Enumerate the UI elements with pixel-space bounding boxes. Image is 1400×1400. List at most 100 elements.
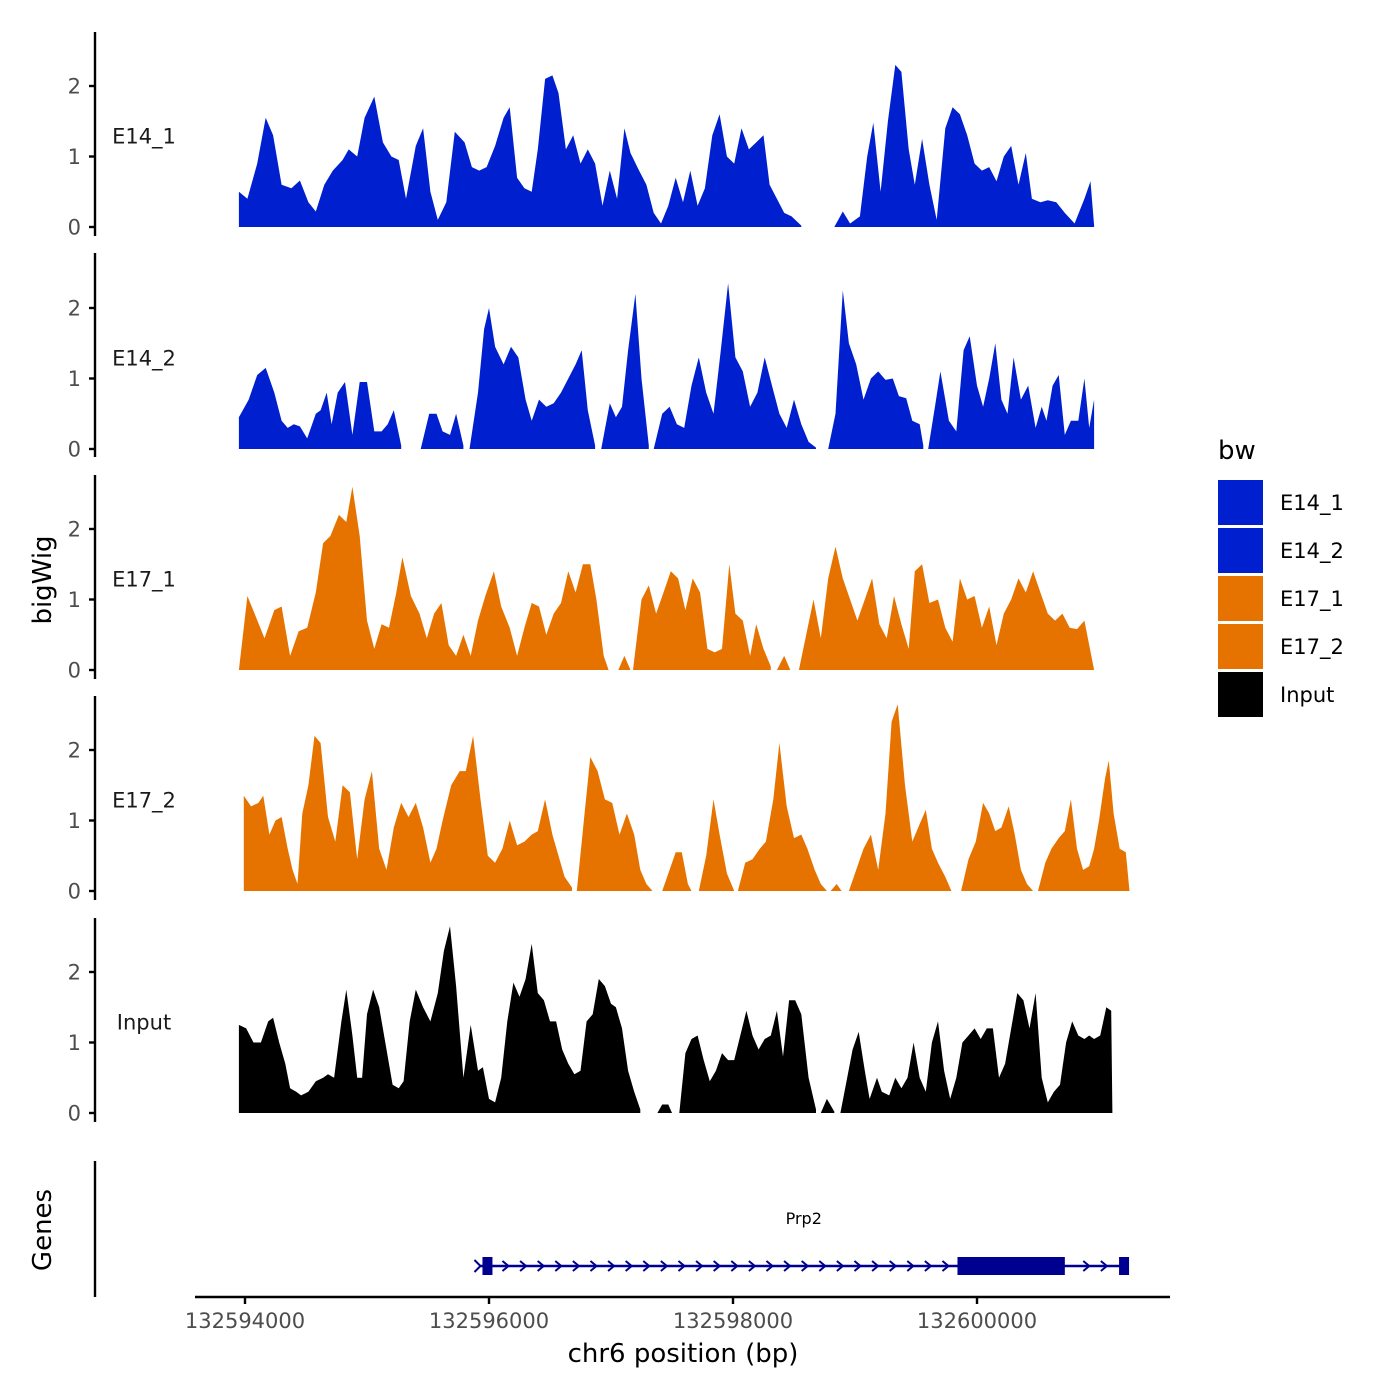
signal-area: [840, 993, 1113, 1113]
y-tick-label: 2: [68, 518, 81, 542]
strand-chevron-icon: [554, 1260, 563, 1272]
signal-area: [420, 413, 464, 449]
legend-swatch: [1218, 480, 1263, 525]
track-label: E14_2: [112, 346, 176, 371]
y-tick-label: 1: [68, 367, 81, 391]
gene-track-title: Genes: [28, 1189, 58, 1271]
legend-swatch: [1218, 624, 1263, 669]
track-label: E17_2: [112, 788, 176, 813]
signal-area: [238, 75, 802, 228]
strand-chevron-icon: [801, 1260, 810, 1272]
signal-area: [238, 486, 609, 670]
y-tick-label: 1: [68, 145, 81, 169]
legend-item: E14_1: [1218, 480, 1344, 525]
legend-swatch: [1218, 672, 1263, 717]
signal-area: [469, 308, 596, 449]
signal-area: [601, 293, 649, 449]
strand-chevron-icon: [589, 1260, 599, 1272]
strand-chevron-icon: [906, 1260, 915, 1272]
signal-area: [618, 655, 631, 670]
signal-area: [798, 546, 1095, 670]
signal-area: [776, 655, 791, 670]
legend-label: Input: [1280, 683, 1334, 707]
signal-area: [243, 735, 573, 891]
signal-area: [737, 743, 827, 891]
strand-chevron-icon: [818, 1260, 827, 1272]
strand-chevron-icon: [748, 1260, 757, 1272]
strand-chevron-icon: [607, 1260, 616, 1272]
y-tick-label: 0: [68, 438, 81, 462]
strand-chevron-icon: [836, 1260, 845, 1272]
track-e14-2: 0 1 2 E14_2: [68, 253, 1095, 462]
signal-area: [238, 926, 641, 1113]
track-label: E17_1: [112, 567, 176, 592]
y-tick-label: 0: [68, 1102, 81, 1126]
gene-exon: [1119, 1257, 1130, 1275]
signal-area: [1038, 760, 1130, 891]
legend-label: E14_2: [1280, 539, 1344, 564]
strand-chevron-icon: [519, 1260, 528, 1272]
y-tick-label: 1: [68, 588, 81, 612]
legend-swatch: [1218, 528, 1263, 573]
legend-label: E14_1: [1280, 491, 1344, 516]
signal-area: [698, 799, 735, 891]
y-axis-title: bigWig: [28, 535, 58, 624]
strand-chevron-icon: [783, 1260, 792, 1272]
x-tick-label: 132598000: [673, 1309, 793, 1333]
signal-area: [633, 564, 771, 670]
track-e17-2: 0 1 2 E17_2: [68, 696, 1130, 904]
gene-exon: [482, 1257, 493, 1275]
legend-swatch: [1218, 576, 1263, 621]
track-input: 0 1 2 Input: [68, 918, 1113, 1126]
strand-chevron-icon: [924, 1260, 933, 1272]
gene-model: Prp2: [473, 1209, 1130, 1275]
signal-area: [828, 290, 924, 449]
y-tick-label: 1: [68, 1031, 81, 1055]
signal-area: [928, 336, 1095, 449]
track-label: Input: [117, 1010, 171, 1034]
signal-area: [653, 283, 816, 449]
y-tick-label: 2: [68, 961, 81, 985]
signal-area: [961, 802, 1034, 891]
track-e17-1: 0 1 2 E17_1: [68, 475, 1095, 683]
strand-chevron-icon: [660, 1260, 669, 1272]
x-tick-label: 132594000: [185, 1309, 305, 1333]
signal-area: [662, 852, 692, 891]
y-tick-label: 2: [68, 739, 81, 763]
strand-chevron-icon: [695, 1260, 704, 1272]
legend-item: Input: [1218, 672, 1334, 717]
signal-area: [834, 64, 1095, 228]
strand-chevron-icon: [572, 1260, 581, 1272]
strand-chevron-icon: [853, 1260, 863, 1272]
strand-chevron-icon: [537, 1260, 546, 1272]
strand-chevron-icon: [941, 1260, 951, 1272]
strand-chevron-icon: [871, 1260, 880, 1272]
strand-chevron-icon: [501, 1260, 511, 1272]
track-e14-1: 0 1 2 E14_1: [68, 32, 1095, 240]
strand-chevron-icon: [713, 1260, 722, 1272]
legend: bw E14_1 E14_2 E17_1 E17_2 Input: [1218, 436, 1344, 717]
track-label: E14_1: [112, 124, 176, 149]
y-tick-label: 0: [68, 216, 81, 240]
strand-chevron-icon: [1082, 1260, 1091, 1272]
x-tick-label: 132600000: [917, 1309, 1037, 1333]
strand-chevron-icon: [1100, 1260, 1109, 1272]
y-tick-label: 2: [68, 297, 81, 321]
legend-label: E17_1: [1280, 587, 1344, 612]
signal-area: [576, 757, 653, 891]
strand-chevron-icon: [625, 1260, 634, 1272]
legend-item: E17_2: [1218, 624, 1344, 669]
signal-area: [848, 704, 952, 891]
strand-chevron-icon: [473, 1259, 482, 1273]
gene-track: Prp2: [93, 1161, 1130, 1297]
signal-tracks: 0 1 2 E14_1 0 1 2 E14_2 0 1 2 E17_1 0 1 2 E17_2 0 1 2 Input: [68, 32, 1130, 1126]
signal-area: [238, 367, 402, 449]
signal-area: [820, 1098, 835, 1113]
x-axis: 132594000 132596000 132598000 132600000: [185, 1295, 1170, 1333]
y-tick-label: 0: [68, 659, 81, 683]
strand-chevron-icon: [677, 1260, 687, 1272]
gene-name-label: Prp2: [786, 1209, 822, 1228]
y-tick-label: 1: [68, 809, 81, 833]
signal-area: [830, 884, 842, 891]
